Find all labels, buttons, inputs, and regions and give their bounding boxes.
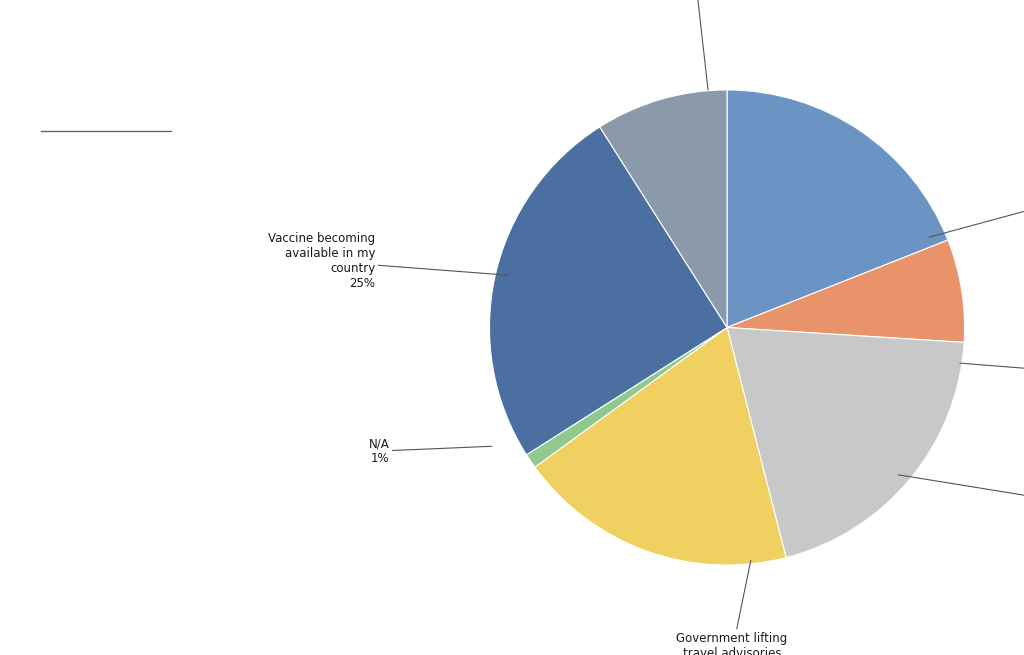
Text: 5. Vaccine becoming available in the destination - 9%: 5. Vaccine becoming available in the des… [41, 542, 378, 555]
Text: Comprehensive
insurance for
travellers
7%: Comprehensive insurance for travellers 7… [959, 346, 1024, 404]
Text: DISCOVA: DISCOVA [41, 69, 206, 102]
Wedge shape [727, 240, 965, 343]
Wedge shape [727, 328, 965, 557]
Text: 2. End of quarantine rules at destination - 20%: 2. End of quarantine rules at destinatio… [41, 428, 335, 441]
Wedge shape [526, 328, 727, 467]
Text: End of quarantine
rules at destination
20%: End of quarantine rules at destination 2… [898, 475, 1024, 527]
Text: Borders re-opening
19%: Borders re-opening 19% [929, 171, 1024, 237]
Text: N/A
1%: N/A 1% [369, 437, 492, 465]
Text: Government lifting
travel advisories
19%: Government lifting travel advisories 19% [676, 560, 787, 655]
Wedge shape [535, 328, 786, 565]
Wedge shape [600, 90, 727, 328]
Text: 3. Borders re-opening - 19%: 3. Borders re-opening - 19% [41, 466, 217, 479]
Wedge shape [727, 90, 948, 328]
Text: 1. Vaccine becoming available in my country - 25%: 1. Vaccine becoming available in my coun… [41, 390, 362, 403]
Text: TOP 5:: TOP 5: [41, 357, 95, 372]
Text: What do you think will trigger the
return of travel bookings in a
significant wa: What do you think will trigger the retur… [41, 183, 352, 253]
Wedge shape [489, 127, 727, 455]
Text: Vaccine becoming
available in the
destination
9%: Vaccine becoming available in the destin… [638, 0, 745, 90]
Text: Vaccine becoming
available in my
country
25%: Vaccine becoming available in my country… [268, 232, 509, 290]
Text: 4. Government lifting travel advisories - 19%: 4. Government lifting travel advisories … [41, 504, 323, 517]
